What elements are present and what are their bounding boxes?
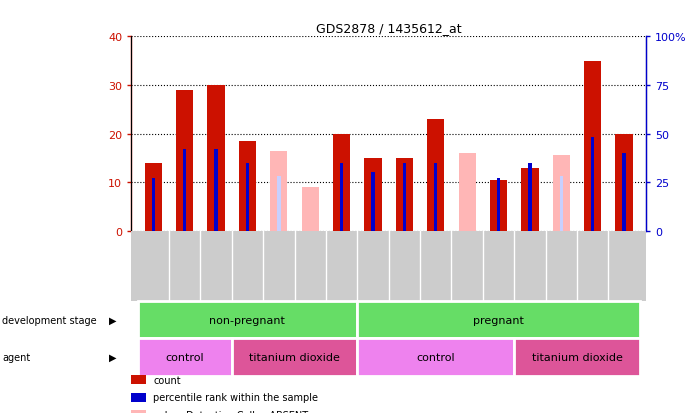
Bar xyxy=(591,138,594,231)
Bar xyxy=(214,150,218,231)
Bar xyxy=(207,86,225,231)
Text: percentile rank within the sample: percentile rank within the sample xyxy=(153,392,319,402)
Bar xyxy=(239,142,256,231)
Bar xyxy=(176,90,193,231)
Bar xyxy=(231,339,357,376)
Bar xyxy=(584,62,601,231)
Bar xyxy=(560,177,563,231)
Bar xyxy=(246,163,249,231)
Text: titanium dioxide: titanium dioxide xyxy=(249,352,340,362)
Bar xyxy=(340,163,343,231)
Bar xyxy=(528,163,531,231)
Text: titanium dioxide: titanium dioxide xyxy=(531,352,623,362)
Text: count: count xyxy=(153,375,181,385)
Bar xyxy=(490,180,507,231)
Bar xyxy=(521,168,538,231)
Bar xyxy=(434,163,437,231)
Text: agent: agent xyxy=(2,352,30,362)
Bar xyxy=(138,339,231,376)
Bar xyxy=(403,163,406,231)
Bar xyxy=(616,134,633,231)
Bar xyxy=(277,177,281,231)
Text: non-pregnant: non-pregnant xyxy=(209,315,285,325)
Bar xyxy=(371,173,375,231)
Text: development stage: development stage xyxy=(2,315,97,325)
Bar xyxy=(396,159,413,231)
Bar xyxy=(333,134,350,231)
Bar xyxy=(301,188,319,231)
Bar xyxy=(553,156,570,231)
Bar xyxy=(623,154,626,231)
Text: ▶: ▶ xyxy=(109,352,117,362)
Text: control: control xyxy=(165,352,204,362)
Text: control: control xyxy=(417,352,455,362)
Bar xyxy=(514,339,640,376)
Title: GDS2878 / 1435612_at: GDS2878 / 1435612_at xyxy=(316,21,462,35)
Bar xyxy=(357,339,514,376)
Bar xyxy=(427,120,444,231)
Bar xyxy=(270,151,287,231)
Text: ▶: ▶ xyxy=(109,315,117,325)
Bar xyxy=(151,179,155,231)
Bar xyxy=(497,179,500,231)
Text: value, Detection Call = ABSENT: value, Detection Call = ABSENT xyxy=(153,410,308,413)
Bar xyxy=(364,159,381,231)
Bar xyxy=(459,154,476,231)
Bar xyxy=(144,163,162,231)
Text: pregnant: pregnant xyxy=(473,315,524,325)
Bar xyxy=(138,301,357,339)
Bar xyxy=(183,150,187,231)
Bar xyxy=(357,301,640,339)
